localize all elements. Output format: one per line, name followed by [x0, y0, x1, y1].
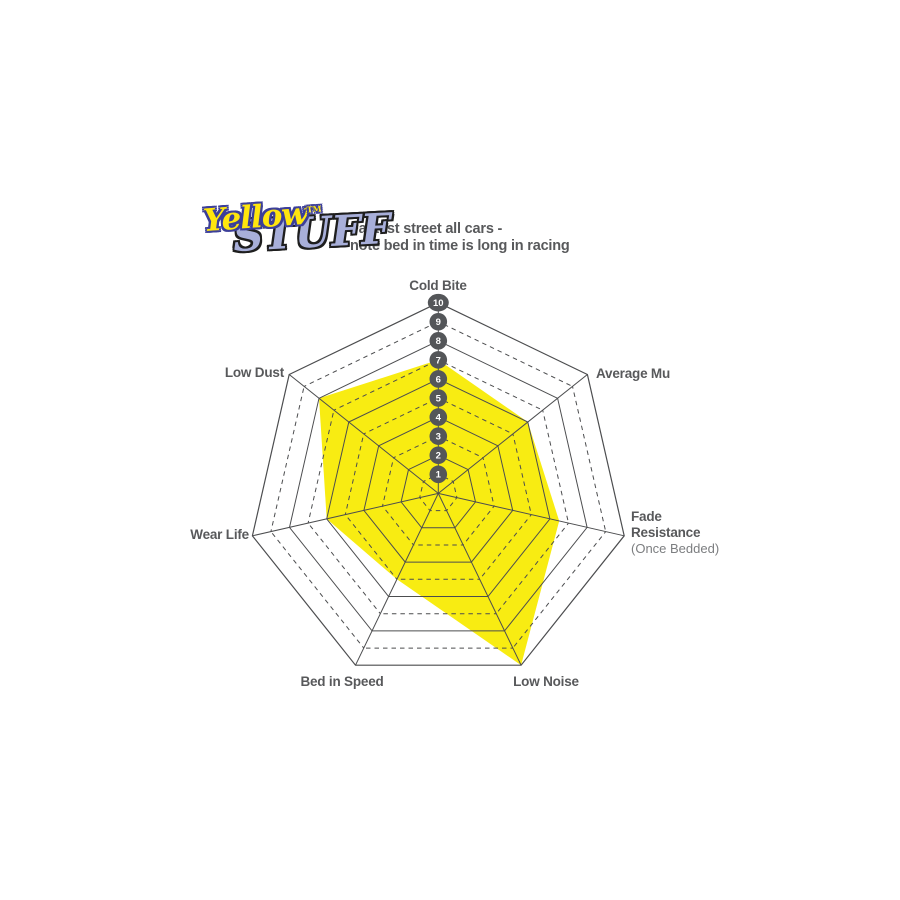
grid-ring-9-edge	[438, 321, 573, 387]
logo-yellow-text: Yellow	[201, 195, 309, 240]
axis-line-low-dust	[288, 374, 439, 494]
grid-ring-9-edge	[512, 531, 607, 649]
axis-label-average-mu: Average Mu	[596, 366, 670, 381]
grid-ring-9-edge	[303, 321, 439, 387]
scale-badge-label-4: 4	[436, 413, 442, 424]
tagline-line2: note bed in time is long in racing	[350, 238, 570, 254]
grid-ring-5-edge	[438, 397, 514, 435]
grid-ring-6	[326, 378, 551, 597]
grid-ring-5-edge	[344, 514, 398, 580]
axis-line-bed-in-speed	[355, 493, 439, 666]
scale-badge-label-9: 9	[436, 317, 441, 328]
scale-badge-label-7: 7	[436, 355, 441, 366]
grid-ring-4	[363, 416, 514, 563]
series-polygon-yellowstuff	[319, 359, 560, 666]
grid-ring-5-edge	[363, 397, 439, 435]
scale-badge-9	[429, 312, 448, 331]
axis-line-fade-resistance	[438, 492, 625, 537]
grid-ring-7-edge	[307, 522, 381, 615]
grid-ring-3-edge	[382, 457, 395, 507]
chart-tagline: Fastest street all cars - note bed in ti…	[350, 221, 570, 255]
grid-ring-8	[288, 340, 588, 632]
axis-line-wear-life	[252, 492, 439, 537]
grid-ring-7-edge	[333, 359, 439, 411]
scale-badge-5	[429, 389, 448, 407]
axis-label-fade-resistance: Resistance	[631, 525, 701, 540]
grid-ring-9-edge	[270, 386, 305, 532]
tagline-line1: Fastest street all cars -	[350, 221, 503, 237]
grid-ring-7-edge	[542, 410, 569, 524]
scale-badge-1	[429, 465, 448, 484]
scale-badge-label-2: 2	[436, 451, 441, 462]
grid-ring-7-edge	[438, 359, 543, 411]
axis-label-fade-resistance-sublabel: (Once Bedded)	[631, 541, 719, 556]
grid-ring-9-edge	[572, 386, 607, 532]
grid-ring-1-edge	[419, 481, 424, 498]
grid-ring-1-edge	[446, 497, 458, 511]
axis-label-wear-life: Wear Life	[190, 527, 249, 542]
grid-ring-7-edge	[495, 522, 569, 615]
scale-badge-7	[429, 351, 448, 369]
grid-ring-5-edge	[512, 433, 532, 515]
scale-badge-label-5: 5	[436, 393, 442, 404]
grid-ring-7-edge	[307, 410, 335, 524]
grid-ring-3-edge	[482, 457, 495, 507]
axis-label-bed-in-speed: Bed in Speed	[300, 674, 383, 689]
grid-ring-5-edge	[479, 514, 532, 580]
scale-badge-label-6: 6	[436, 374, 441, 385]
trademark-symbol: TM	[306, 203, 322, 215]
grid-ring-10	[251, 302, 625, 666]
axis-label-low-dust: Low Dust	[225, 365, 285, 380]
grid-ring-3-edge	[382, 505, 414, 546]
scale-badge-4	[429, 408, 448, 426]
scale-badge-6	[429, 370, 448, 388]
grid-ring-9-edge	[270, 531, 365, 649]
scale-badge-label-1: 1	[436, 470, 442, 481]
grid-ring-1-edge	[419, 497, 431, 511]
scale-badge-label-3: 3	[436, 432, 441, 443]
grid-ring-1-edge	[452, 481, 458, 498]
grid-ring-5-edge	[344, 433, 365, 515]
axis-line-average-mu	[437, 374, 588, 494]
axis-label-cold-bite: Cold Bite	[409, 278, 467, 293]
scale-badge-8	[429, 332, 448, 350]
grid-ring-3-edge	[462, 505, 495, 546]
axis-label-fade-resistance: Fade	[631, 509, 662, 524]
scale-badge-2	[429, 446, 448, 465]
axis-label-low-noise: Low Noise	[513, 674, 579, 689]
scale-badge-10	[427, 293, 449, 312]
scale-badge-label-10: 10	[433, 298, 444, 309]
scale-badge-label-8: 8	[436, 336, 441, 347]
grid-ring-2	[400, 454, 477, 529]
axis-line-low-noise	[437, 493, 522, 666]
scale-badge-3	[429, 427, 448, 445]
